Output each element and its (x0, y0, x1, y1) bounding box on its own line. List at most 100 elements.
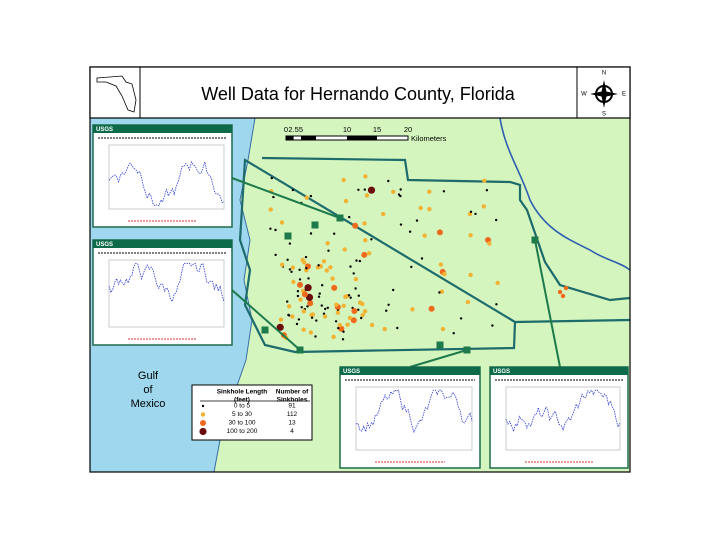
sinkhole (290, 314, 295, 319)
sinkhole (399, 188, 402, 191)
connector (231, 177, 341, 219)
sinkhole (304, 284, 312, 292)
sinkhole (304, 195, 309, 200)
sinkhole (341, 303, 346, 308)
sinkhole (306, 305, 309, 308)
sinkhole (321, 284, 324, 287)
inset-box (489, 366, 629, 469)
sinkhole (276, 323, 284, 331)
sinkhole (291, 188, 295, 192)
well (463, 346, 471, 354)
sinkhole (367, 251, 372, 256)
compass-label: N (602, 71, 606, 77)
sinkhole (280, 262, 285, 267)
well (296, 346, 304, 354)
well (261, 326, 269, 334)
sinkhole (274, 228, 277, 232)
sinkhole (387, 179, 390, 183)
sinkhole (392, 288, 395, 292)
sinkhole (370, 238, 373, 241)
compass-label: S (602, 112, 606, 118)
sinkhole (298, 268, 301, 271)
sinkhole (491, 324, 494, 327)
inset-header (490, 367, 628, 375)
inset-brand: USGS (96, 127, 113, 133)
title: Well Data for Hernando County, Florida (201, 84, 515, 104)
sinkhole (468, 272, 473, 278)
connector (534, 239, 561, 368)
sinkhole (459, 317, 463, 320)
legend-count: 112 (287, 411, 298, 418)
sinkhole (279, 220, 285, 225)
legend-header: (feet) (234, 397, 250, 404)
sinkhole (347, 294, 351, 297)
legend-count: 4 (290, 428, 294, 435)
sinkhole (342, 247, 347, 252)
scale-unit: Kilometers (411, 134, 447, 143)
florida-outline (96, 75, 137, 113)
sinkhole (307, 277, 310, 280)
well (311, 221, 319, 229)
sinkhole (381, 211, 386, 217)
legend-header: Number of (276, 389, 309, 396)
scale-label: 15 (373, 125, 381, 134)
sinkhole (287, 314, 291, 317)
sinkhole (343, 198, 349, 204)
scale-label: 0 (284, 125, 288, 134)
inset-hydrograph (505, 389, 621, 433)
sinkhole (305, 293, 314, 301)
sinkhole (307, 300, 314, 307)
scale-label: 10 (343, 125, 351, 134)
sinkhole (320, 304, 323, 307)
sinkhole (333, 232, 336, 235)
sinkhole (324, 307, 327, 311)
scale-label: 5 (299, 125, 303, 134)
well (436, 341, 444, 349)
sinkhole (427, 207, 432, 212)
inset-hydrograph (355, 389, 473, 434)
inset-plot (108, 259, 225, 328)
sinkhole (420, 257, 424, 260)
sinkhole (288, 268, 292, 271)
sinkhole (321, 259, 327, 264)
sinkhole (396, 326, 399, 330)
inset-hydrograph (108, 262, 225, 303)
sinkhole (474, 212, 477, 216)
sinkhole (296, 290, 300, 293)
inset-box (92, 239, 233, 346)
sinkhole (268, 207, 273, 212)
sinkhole (495, 218, 498, 222)
well (336, 214, 344, 222)
hydrograph-insets: USGS USGS USGS USGS (92, 124, 629, 469)
scale-label: 20 (404, 125, 412, 134)
legend-count: 91 (288, 403, 296, 410)
sinkhole (350, 317, 357, 324)
legend-box (191, 384, 313, 441)
sinkhole (385, 309, 388, 312)
sinkhole (337, 326, 340, 330)
sinkhole (286, 258, 289, 261)
scale-label: 2.5 (288, 125, 298, 134)
legend-label: 0 to 5 (234, 403, 251, 410)
connector (231, 289, 301, 351)
sinkhole (397, 193, 401, 196)
sinkhole (298, 297, 303, 302)
sinkhole (288, 242, 292, 245)
sinkhole (468, 233, 473, 238)
sinkhole (314, 335, 317, 338)
sinkhole (308, 330, 314, 335)
sinkhole (408, 230, 412, 233)
sinkhole (367, 186, 376, 194)
sinkhole (465, 299, 471, 305)
sinkhole (360, 312, 365, 318)
inset-header (93, 240, 232, 248)
sinkhole (422, 233, 427, 238)
sinkhole (290, 265, 296, 270)
inset-brand: USGS (493, 369, 510, 375)
legend-label: 100 to 200 (227, 428, 258, 435)
legend-symbol (201, 404, 205, 408)
sinkhole (298, 278, 302, 281)
